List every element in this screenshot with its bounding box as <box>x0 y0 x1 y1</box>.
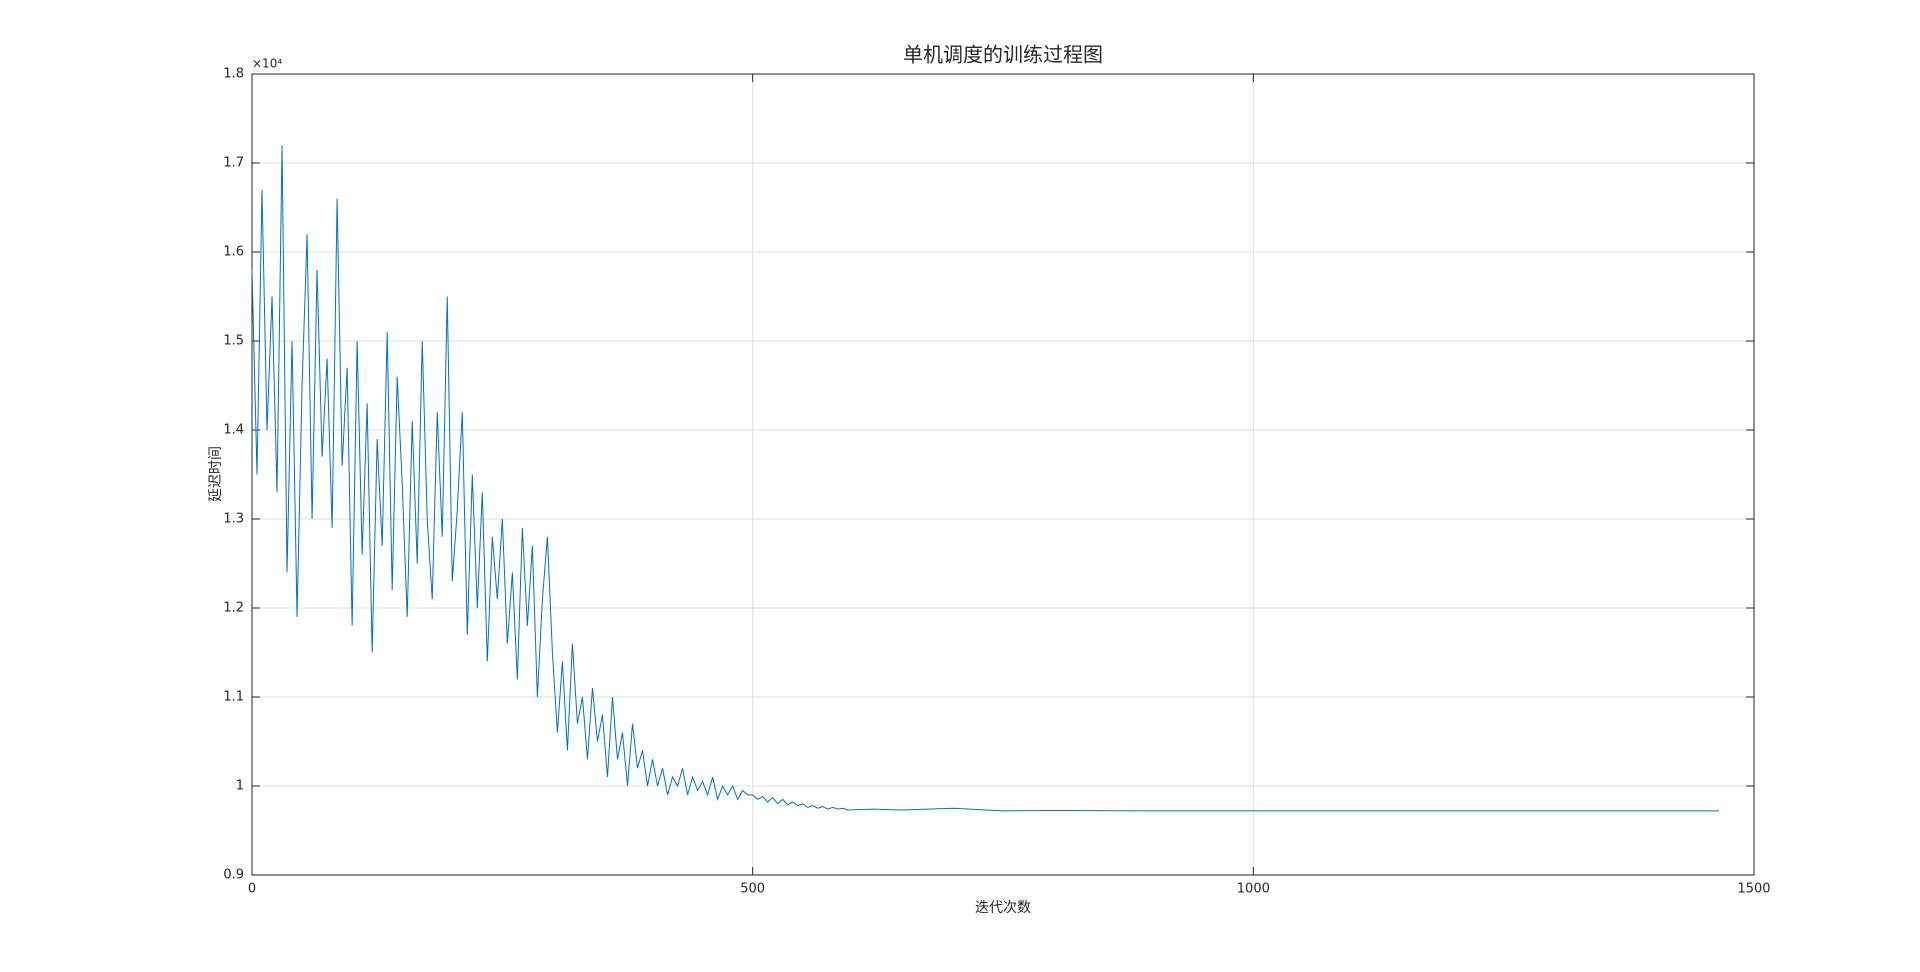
y-tick-label: 1.8 <box>223 67 244 82</box>
y-tick-label: 1.5 <box>223 334 244 349</box>
y-tick-label: 1.6 <box>223 245 244 260</box>
y-tick-label: 1.2 <box>223 601 244 616</box>
y-tick-label: 1.4 <box>223 423 244 438</box>
x-tick-label: 500 <box>740 882 765 897</box>
x-tick-label: 0 <box>248 882 256 897</box>
y-tick-label: 0.9 <box>223 868 244 883</box>
x-axis-label: 迭代次数 <box>975 900 1031 916</box>
y-tick-label: 1.1 <box>223 690 244 705</box>
x-tick-label: 1000 <box>1237 882 1270 897</box>
y-exponent: ×10⁴ <box>252 57 282 71</box>
y-tick-label: 1 <box>236 779 244 794</box>
x-tick-label: 1500 <box>1737 882 1770 897</box>
data-line <box>251 145 1719 812</box>
axes-box <box>251 73 1755 876</box>
y-tick-label: 1.7 <box>223 156 244 171</box>
y-tick-label: 1.3 <box>223 512 244 527</box>
chart-title: 单机调度的训练过程图 <box>903 43 1103 67</box>
y-axis-label: 延迟时间 <box>208 446 224 502</box>
plot-area <box>252 74 1754 875</box>
